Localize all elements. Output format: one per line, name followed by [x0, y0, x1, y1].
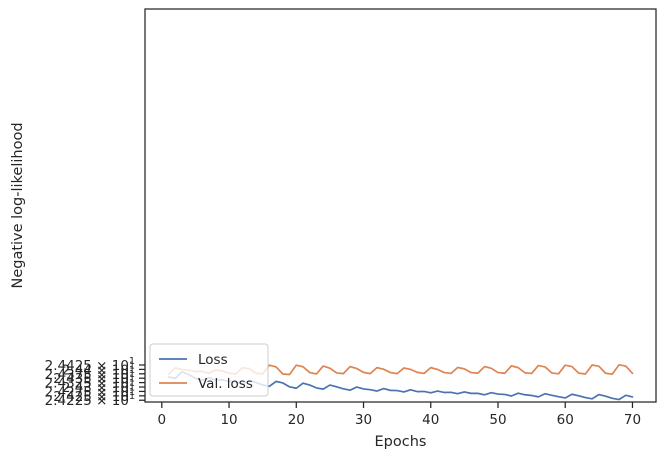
y-tick-label: 2.4275 × 101 — [45, 382, 135, 400]
legend: Loss Val. loss — [149, 343, 269, 397]
legend-label-val-loss: Val. loss — [198, 376, 253, 392]
y-tick-label: 2.4325 × 101 — [45, 374, 135, 392]
legend-label-loss: Loss — [198, 352, 228, 368]
y-tick-label: 2.435 × 101 — [53, 369, 135, 387]
x-tick-label: 50 — [489, 412, 506, 428]
x-tick-label: 40 — [422, 412, 439, 428]
x-tick-label: 10 — [220, 412, 237, 428]
y-tick-label: 2.425 × 101 — [53, 387, 135, 405]
x-tick-label: 60 — [557, 412, 574, 428]
y-tick-label: 2.43 × 101 — [62, 378, 135, 396]
x-axis-ticks: 0 10 20 30 40 50 60 70 — [158, 402, 641, 428]
x-axis-title: Epochs — [375, 434, 427, 450]
x-tick-label: 30 — [355, 412, 372, 428]
y-axis-title: Negative log-likelihood — [10, 122, 26, 288]
axes-frame — [144, 8, 657, 403]
y-tick-label: 2.4425 × 101 — [45, 356, 135, 374]
x-tick-label: 70 — [624, 412, 641, 428]
y-tick-label: 2.4375 × 101 — [45, 365, 135, 383]
y-tick-label: 2.4225 × 101 — [45, 391, 135, 409]
y-tick-label: 2.44 × 101 — [62, 360, 135, 378]
x-tick-label: 20 — [288, 412, 305, 428]
x-tick-label: 0 — [158, 412, 167, 428]
